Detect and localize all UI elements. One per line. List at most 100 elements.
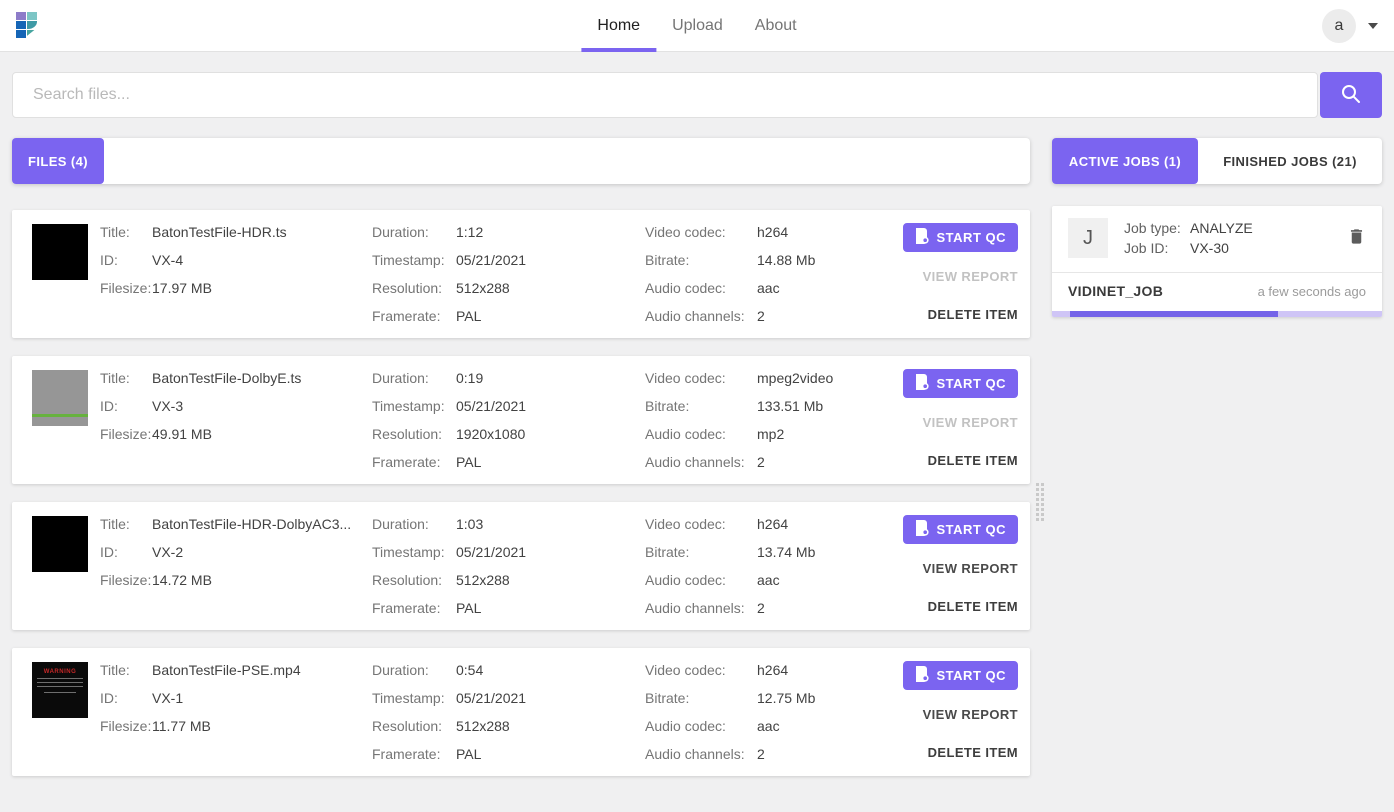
duration-value: 0:19 [456, 370, 484, 386]
filesize-label: Filesize: [100, 572, 152, 588]
view-report-button[interactable]: VIEW REPORT [922, 415, 1018, 430]
delete-item-button[interactable]: DELETE ITEM [927, 307, 1018, 322]
file-timing-column: Duration: 1:12 Timestamp: 05/21/2021 Resol… [372, 210, 645, 338]
video-codec-label: Video codec: [645, 516, 726, 532]
id-value: VX-2 [152, 544, 184, 560]
view-report-button[interactable]: VIEW REPORT [922, 561, 1018, 576]
file-card: WARNING Title: BatonTestFile-PSE.mp4 ID: V… [12, 648, 1030, 776]
nav-tab-about[interactable]: About [754, 16, 797, 34]
tab-files[interactable]: FILES (4) [12, 138, 104, 184]
search-bar [12, 72, 1382, 118]
video-codec-value: h264 [757, 516, 789, 532]
search-button[interactable] [1320, 72, 1382, 118]
duration-value: 0:54 [456, 662, 484, 678]
id-label: ID: [100, 398, 118, 414]
job-progress-fill [1070, 311, 1279, 317]
title-value: BatonTestFile-DolbyE.ts [152, 370, 302, 386]
resolution-label: Resolution: [372, 426, 443, 442]
view-report-button[interactable]: VIEW REPORT [922, 707, 1018, 722]
audio-channels-value: 2 [757, 454, 765, 470]
id-value: VX-3 [152, 398, 184, 414]
file-thumbnail [32, 516, 88, 572]
file-codec-column: Video codec: h264 Bitrate: 14.88 Mb Audio … [645, 210, 895, 338]
bitrate-value: 12.75 Mb [757, 690, 816, 706]
account-menu[interactable]: a [1322, 8, 1378, 43]
audio-codec-value: aac [757, 572, 780, 588]
timestamp-label: Timestamp: [372, 690, 445, 706]
framerate-value: PAL [456, 308, 482, 324]
audio-channels-value: 2 [757, 308, 765, 324]
file-info-column: Title: BatonTestFile-DolbyE.ts ID: VX-3 Fi… [100, 356, 372, 484]
video-codec-value: h264 [757, 662, 789, 678]
file-actions: START QC VIEW REPORT DELETE ITEM [902, 356, 1018, 484]
resolution-value: 1920x1080 [456, 426, 526, 442]
audio-channels-label: Audio channels: [645, 600, 745, 616]
duration-value: 1:12 [456, 224, 484, 240]
duration-label: Duration: [372, 224, 429, 240]
audio-codec-label: Audio codec: [645, 572, 726, 588]
trash-icon [1347, 229, 1366, 250]
bitrate-label: Bitrate: [645, 252, 690, 268]
title-label: Title: [100, 224, 130, 240]
file-card: Title: BatonTestFile-DolbyE.ts ID: VX-3 Fi… [12, 356, 1030, 484]
job-avatar: J [1068, 218, 1108, 258]
delete-item-button[interactable]: DELETE ITEM [927, 745, 1018, 760]
framerate-label: Framerate: [372, 308, 441, 324]
qc-icon [915, 228, 929, 247]
main-nav: Home Upload About [581, 0, 812, 52]
resolution-value: 512x288 [456, 280, 510, 296]
file-thumbnail [32, 370, 88, 426]
panel-resize-handle[interactable] [1036, 483, 1044, 521]
avatar[interactable]: a [1322, 8, 1356, 43]
top-bar: Home Upload About a [0, 0, 1394, 52]
framerate-label: Framerate: [372, 454, 441, 470]
nav-tab-home[interactable]: Home [581, 0, 657, 52]
file-actions: START QC VIEW REPORT DELETE ITEM [902, 648, 1018, 776]
bitrate-label: Bitrate: [645, 690, 690, 706]
nav-tab-upload[interactable]: Upload [672, 16, 723, 34]
delete-item-button[interactable]: DELETE ITEM [927, 453, 1018, 468]
app-logo [16, 11, 39, 40]
framerate-label: Framerate: [372, 746, 441, 762]
start-qc-button[interactable]: START QC [902, 223, 1018, 252]
jobs-panel: ACTIVE JOBS (1) FINISHED JOBS (21) J Job… [1052, 138, 1382, 317]
filesize-label: Filesize: [100, 280, 152, 296]
file-timing-column: Duration: 1:03 Timestamp: 05/21/2021 Resol… [372, 502, 645, 630]
qc-icon [915, 666, 929, 685]
file-info-column: Title: BatonTestFile-HDR.ts ID: VX-4 Files… [100, 210, 372, 338]
tab-finished-jobs[interactable]: FINISHED JOBS (21) [1223, 153, 1357, 169]
start-qc-label: START QC [936, 522, 1006, 537]
tab-active-jobs[interactable]: ACTIVE JOBS (1) [1052, 138, 1198, 184]
view-report-button[interactable]: VIEW REPORT [922, 269, 1018, 284]
jobs-tabbar: ACTIVE JOBS (1) FINISHED JOBS (21) [1052, 138, 1382, 184]
audio-channels-label: Audio channels: [645, 454, 745, 470]
file-actions: START QC VIEW REPORT DELETE ITEM [902, 502, 1018, 630]
file-thumbnail: WARNING [32, 662, 88, 718]
start-qc-button[interactable]: START QC [902, 515, 1018, 544]
title-label: Title: [100, 370, 130, 386]
delete-job-button[interactable] [1347, 226, 1366, 250]
files-tabbar: FILES (4) [12, 138, 1030, 184]
duration-label: Duration: [372, 370, 429, 386]
chevron-down-icon[interactable] [1368, 22, 1378, 29]
duration-label: Duration: [372, 662, 429, 678]
start-qc-label: START QC [936, 668, 1006, 683]
file-timing-column: Duration: 0:19 Timestamp: 05/21/2021 Resol… [372, 356, 645, 484]
start-qc-label: START QC [936, 376, 1006, 391]
duration-value: 1:03 [456, 516, 484, 532]
start-qc-button[interactable]: START QC [902, 369, 1018, 398]
file-codec-column: Video codec: h264 Bitrate: 12.75 Mb Audio … [645, 648, 895, 776]
file-thumbnail [32, 224, 88, 280]
file-codec-column: Video codec: h264 Bitrate: 13.74 Mb Audio … [645, 502, 895, 630]
search-input[interactable] [12, 72, 1318, 118]
job-progress-bar [1052, 311, 1382, 317]
id-label: ID: [100, 252, 118, 268]
title-label: Title: [100, 516, 130, 532]
framerate-value: PAL [456, 454, 482, 470]
audio-codec-value: aac [757, 718, 780, 734]
start-qc-button[interactable]: START QC [902, 661, 1018, 690]
files-panel: FILES (4) Title: BatonTestFile-HDR.ts ID:… [12, 138, 1030, 776]
file-timing-column: Duration: 0:54 Timestamp: 05/21/2021 Resol… [372, 648, 645, 776]
delete-item-button[interactable]: DELETE ITEM [927, 599, 1018, 614]
title-value: BatonTestFile-HDR-DolbyAC3... [152, 516, 352, 532]
